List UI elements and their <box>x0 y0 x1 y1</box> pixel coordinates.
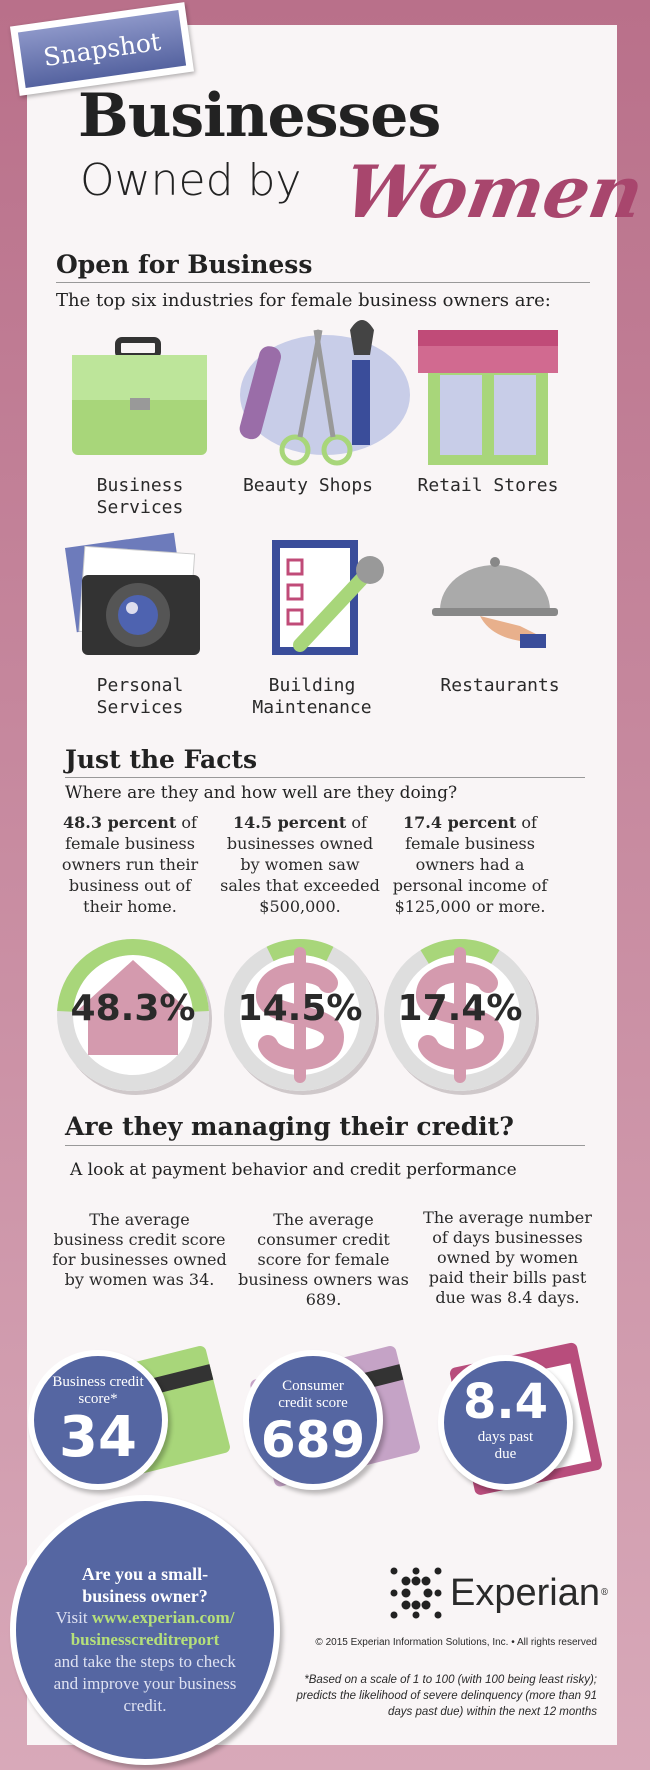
divider <box>56 282 590 283</box>
fact-text: 14.5 percent of businesses owned by wome… <box>220 813 380 916</box>
industry-label: Personal Services <box>96 675 184 718</box>
copyright: © 2015 Experian Information Solutions, I… <box>315 1637 597 1648</box>
industry-label: Beauty Shops <box>242 475 374 496</box>
facts-heading: Just the Facts <box>65 745 258 774</box>
donut-value: 17.4% <box>397 988 523 1029</box>
credit-text: The average consumer credit score for fe… <box>238 1210 409 1309</box>
consumer-score-badge: Consumer credit score 689 <box>243 1350 383 1490</box>
fact-text: 48.3 percent of female business owners r… <box>61 813 199 916</box>
dollar-icon <box>256 947 345 1083</box>
business-score-badge: Business credit score* 34 <box>28 1350 168 1490</box>
fact-text: 17.4 percent of female business owners h… <box>392 813 548 916</box>
cta-circle: Are you a small-business owner? Visit ww… <box>10 1495 280 1765</box>
briefcase-icon <box>72 337 207 455</box>
title-businesses: Businesses <box>78 81 441 151</box>
comb-scissors-brush-icon <box>239 320 410 466</box>
credit-subtitle: A look at payment behavior and credit pe… <box>70 1160 517 1180</box>
divider <box>65 1145 585 1146</box>
days-past-due-badge: 8.4 days past due <box>438 1355 573 1490</box>
serving-cloche-icon <box>432 557 558 648</box>
donut-progress-arc <box>266 939 334 962</box>
house-icon <box>78 960 188 1055</box>
credit-heading: Are they managing their credit? <box>65 1112 514 1141</box>
industry-icons <box>64 320 558 655</box>
open-subtitle: The top six industries for female busine… <box>56 290 551 311</box>
credit-text: The average business credit score for bu… <box>52 1210 227 1289</box>
open-heading: Open for Business <box>56 250 313 279</box>
clipboard-wrench-icon <box>272 540 384 655</box>
industry-label: Building Maintenance <box>252 675 372 718</box>
dollar-icon <box>416 947 505 1083</box>
footnote: *Based on a scale of 1 to 100 (with 100 … <box>296 1674 597 1718</box>
industry-label: Restaurants <box>440 675 560 696</box>
experian-link[interactable]: www.experian.com/businesscreditreport <box>70 1608 235 1649</box>
experian-logo: Experian ® <box>388 1565 609 1621</box>
title-owned-by: Owned by <box>80 155 302 206</box>
storefront-icon <box>418 330 558 465</box>
divider <box>65 777 585 778</box>
industry-label: Business Services <box>96 475 184 518</box>
experian-dots-icon <box>390 1567 442 1619</box>
donut-value: 48.3% <box>70 988 196 1029</box>
industry-label: Retail Stores <box>417 475 559 496</box>
camera-icon <box>64 532 200 655</box>
fact-donuts <box>57 939 539 1095</box>
donut-value: 14.5% <box>237 988 363 1029</box>
facts-subtitle: Where are they and how well are they doi… <box>65 783 458 803</box>
donut-progress-arc <box>57 939 209 1012</box>
credit-text: The average number of days businesses ow… <box>423 1208 592 1307</box>
